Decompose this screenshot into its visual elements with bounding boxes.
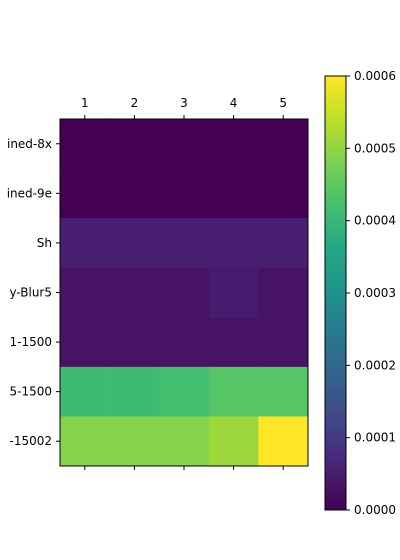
heatmap-cell (258, 317, 309, 368)
heatmap-cell (258, 218, 309, 269)
heatmap-cell (109, 416, 160, 467)
heatmap-cell (258, 168, 309, 219)
heatmap-cell (208, 416, 259, 467)
heatmap-cell (258, 119, 309, 169)
heatmap-cell (109, 366, 160, 417)
colorbar-tick-label: 0.0004 (354, 214, 396, 228)
x-tick-label: 3 (180, 96, 188, 110)
heatmap-cell (60, 119, 110, 169)
heatmap-cell (208, 267, 259, 318)
y-tick-label: ined-9e (7, 186, 52, 200)
x-tick-label: 5 (279, 96, 287, 110)
heatmap-cell (159, 168, 210, 219)
heatmap-cell (109, 168, 160, 219)
heatmap-cell (258, 366, 309, 417)
heatmap-cell (159, 366, 210, 417)
heatmap-cell (60, 317, 110, 368)
colorbar-ticks: 0.0000 0.0001 0.0002 0.0003 0.0004 0.0005 0.00… (346, 69, 396, 517)
colorbar-tick-label: 0.0002 (354, 358, 396, 372)
heatmap-cell (159, 416, 210, 467)
x-tick-label: 2 (131, 96, 139, 110)
heatmap-cell (208, 168, 259, 219)
x-tick-label: 1 (81, 96, 89, 110)
heatmap-cell (208, 218, 259, 269)
x-tick-label: 4 (230, 96, 238, 110)
colorbar-tick-label: 0.0005 (354, 141, 396, 155)
heatmap-cell (60, 267, 110, 318)
heatmap-cell (159, 119, 210, 169)
heatmap-cell (60, 416, 110, 467)
y-tick-label: ined-8x (7, 137, 52, 151)
heatmap-cells (60, 119, 309, 467)
colorbar (324, 75, 347, 511)
y-tick-label: y-Blur5 (9, 286, 52, 300)
heatmap-cell (109, 317, 160, 368)
heatmap-cell (109, 119, 160, 169)
heatmap-cell (258, 267, 309, 318)
heatmap-cell (159, 267, 210, 318)
heatmap-cell (109, 218, 160, 269)
y-tick-label: -15002 (9, 434, 52, 448)
heatmap-cell (208, 119, 259, 169)
y-axis-ticks: ined-8x ined-9e Sh y-Blur5 1-1500 5-1500 -1500… (7, 137, 60, 448)
heatmap-cell (109, 267, 160, 318)
colorbar-tick-label: 0.0006 (354, 69, 396, 83)
y-tick-label: 5-1500 (9, 385, 52, 399)
heatmap-cell (159, 218, 210, 269)
heatmap-cell (208, 317, 259, 368)
heatmap-cell (60, 366, 110, 417)
heatmap-cell (159, 317, 210, 368)
colorbar-tick-label: 0.0003 (354, 286, 396, 300)
heatmap-cell (60, 168, 110, 219)
heatmap-cell (258, 416, 309, 467)
y-tick-label: Sh (37, 236, 52, 250)
colorbar-tick-label: 0.0001 (354, 431, 396, 445)
heatmap-cell (208, 366, 259, 417)
x-axis-ticks: 1 2 3 4 5 (81, 96, 287, 470)
y-tick-label: 1-1500 (9, 335, 52, 349)
heatmap-cell (60, 218, 110, 269)
colorbar-tick-label: 0.0000 (354, 503, 396, 517)
